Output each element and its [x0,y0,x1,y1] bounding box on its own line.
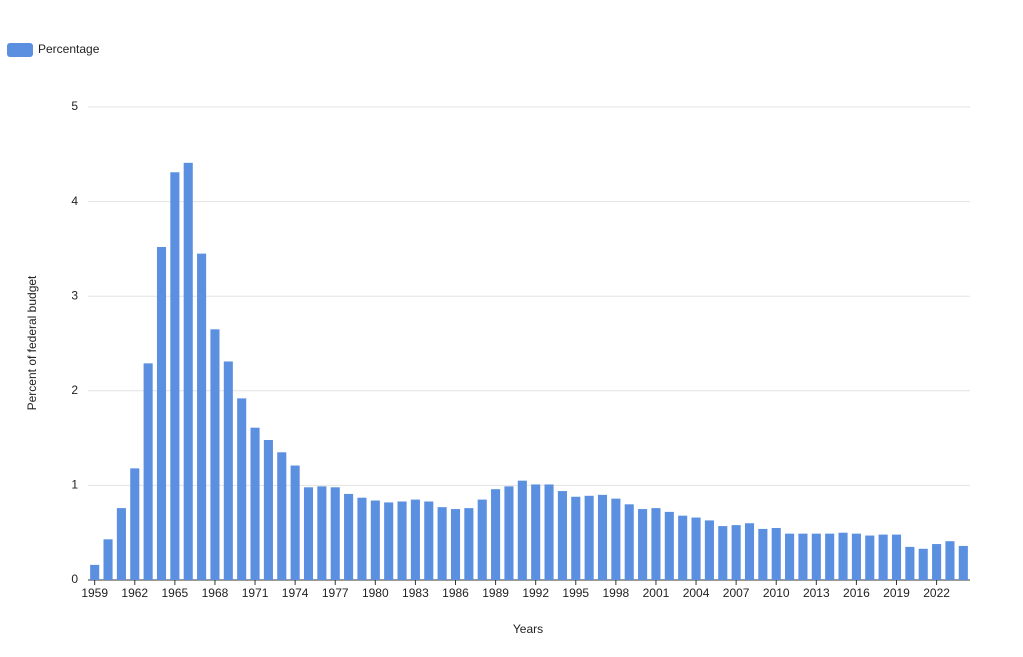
bar [370,500,380,580]
bar [143,363,153,580]
bar [317,486,327,580]
bar [197,253,207,580]
bar [156,247,167,580]
bar [744,523,755,580]
y-tick-label: 5 [71,99,78,113]
bar [798,533,808,580]
bar [958,545,968,580]
bar [704,520,714,580]
bar [571,496,581,580]
x-tick-label: 2007 [723,586,750,600]
bar [210,329,220,580]
y-tick-label: 2 [71,383,78,397]
x-tick-label: 2016 [843,586,870,600]
bar [384,502,394,580]
bar [785,533,795,580]
y-tick-label: 0 [71,572,78,586]
y-axis-label: Percent of federal budget [25,275,39,410]
bar [263,439,273,580]
bar [170,172,180,581]
bar [410,499,420,580]
bar [825,533,835,580]
bar [290,465,300,580]
bar [891,534,902,580]
bar [450,509,461,580]
x-tick-label: 1962 [121,586,148,600]
bar [932,544,942,580]
bar [651,508,661,580]
bar [638,509,648,580]
bar [678,515,688,580]
bar [664,511,674,580]
x-tick-label: 1965 [162,586,189,600]
x-tick-label: 1968 [202,586,229,600]
bar [464,508,474,580]
x-tick-label: 1980 [362,586,389,600]
x-tick-label: 1986 [442,586,469,600]
bar [277,452,287,580]
bar [851,533,861,580]
bar [945,541,955,580]
bar [397,501,407,580]
bar [758,528,768,580]
y-tick-label: 4 [71,194,78,208]
bar [624,504,634,580]
bar [491,489,501,580]
x-tick-label: 2013 [803,586,830,600]
bar [811,533,821,580]
x-tick-label: 1995 [562,586,589,600]
y-tick-label: 3 [71,288,78,302]
x-tick-label: 2022 [923,586,950,600]
bar [918,548,928,580]
bar [344,493,354,580]
bar [130,468,140,580]
bar [424,501,434,580]
bar [718,526,728,580]
x-tick-label: 2010 [763,586,790,600]
bar [437,507,447,580]
bar [183,162,193,580]
bar [838,532,848,580]
x-tick-label: 2019 [883,586,910,600]
x-tick-label: 1974 [282,586,309,600]
bar [597,494,608,580]
legend-label: Percentage [38,42,100,56]
bar [357,497,367,580]
x-tick-label: 1977 [322,586,349,600]
bar [477,499,487,580]
x-tick-label: 1998 [603,586,630,600]
bar [691,517,701,580]
legend-swatch [7,43,33,57]
bar [557,491,567,580]
bar [504,486,514,580]
bar [611,498,621,580]
bar [103,539,113,580]
bar [531,484,541,580]
x-tick-label: 1983 [402,586,429,600]
x-tick-label: 2001 [643,586,670,600]
x-tick-label: 1971 [242,586,269,600]
bar [237,398,247,580]
bar [116,508,126,580]
bar [771,527,781,580]
x-tick-label: 1959 [81,586,108,600]
x-tick-label: 2004 [683,586,710,600]
bar [223,361,233,580]
bar [905,546,915,580]
y-tick-label: 1 [71,478,78,492]
bar [731,525,741,580]
x-tick-label: 1989 [482,586,509,600]
x-axis-label: Years [513,622,543,636]
bar [250,427,260,580]
bar [330,487,340,580]
bar [878,534,888,580]
bar [90,564,100,580]
bar [865,535,875,580]
bar [303,487,314,580]
bar [517,480,527,580]
bar [544,484,554,580]
bar [584,495,594,580]
x-tick-label: 1992 [522,586,549,600]
